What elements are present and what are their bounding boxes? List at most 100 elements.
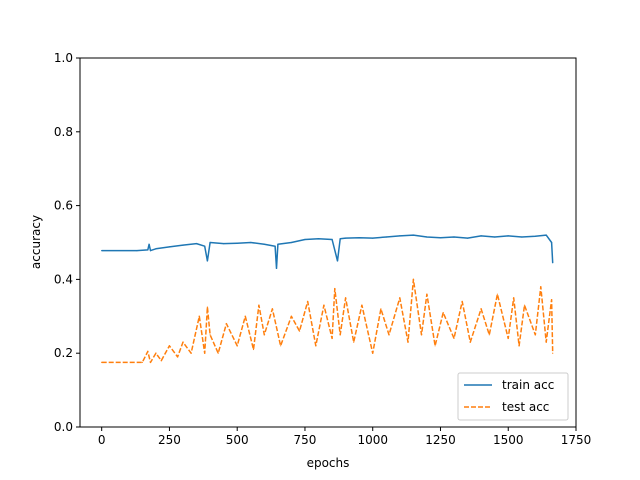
data-point-test-acc [149,361,152,363]
data-point-test-acc [496,293,498,295]
data-point-train-acc [223,243,225,245]
data-point-train-acc [136,250,138,252]
data-point-test-acc [507,337,509,339]
data-point-train-acc [331,238,333,241]
data-point-test-acc [271,308,273,310]
data-point-test-acc [155,352,157,354]
y-tick-label: 0.4 [54,272,73,286]
data-point-test-acc [263,334,265,336]
data-point-train-acc [345,237,347,239]
x-tick-label: 1250 [425,433,456,447]
data-point-test-acc [488,334,490,336]
data-point-test-acc [147,350,149,352]
data-point-train-acc [304,238,306,241]
data-point-test-acc [252,348,255,351]
data-point-test-acc [290,315,292,317]
data-point-train-acc [534,235,536,237]
data-point-train-acc [317,238,320,240]
data-point-test-acc [469,341,471,343]
data-point-train-acc [453,236,455,238]
data-point-test-acc [315,345,317,347]
x-tick-label: 1500 [493,433,524,447]
data-point-test-acc [442,312,444,314]
data-point-train-acc [263,243,265,245]
y-tick-label: 1.0 [54,51,73,65]
data-point-test-acc [480,308,482,310]
data-point-train-acc [372,237,374,239]
data-point-train-acc [552,262,554,264]
y-tick-label: 0.2 [54,346,73,360]
data-point-train-acc [507,235,509,237]
data-point-test-acc [407,341,409,343]
data-point-test-acc [206,306,208,308]
data-point-test-acc [551,299,553,301]
y-tick-label: 0.6 [54,199,73,213]
data-point-test-acc [523,304,526,306]
data-point-test-acc [182,341,184,343]
data-point-train-acc [149,250,152,252]
data-point-test-acc [244,315,246,317]
data-point-test-acc [534,334,536,336]
data-point-train-acc [195,243,198,245]
data-point-test-acc [177,356,179,358]
data-point-test-acc [388,334,390,336]
data-point-test-acc [258,304,260,306]
data-point-train-acc [494,236,496,238]
data-point-test-acc [412,278,414,280]
data-point-test-acc [345,297,347,299]
data-point-test-acc [307,300,309,303]
x-axis-ticks: 0 250 500 750 1000 1250 1500 1750 [98,427,591,447]
data-point-train-acc [339,238,341,240]
data-point-train-acc [412,234,414,236]
data-point-train-acc [439,237,442,239]
data-point-train-acc [148,243,150,245]
data-point-train-acc [399,235,401,237]
data-point-train-acc [467,237,469,239]
data-point-train-acc [275,267,278,269]
x-tick-label: 500 [226,433,249,447]
data-point-test-acc [204,352,206,354]
data-point-test-acc [236,345,238,347]
data-point-test-acc [372,352,374,354]
data-point-test-acc [518,345,520,347]
data-point-test-acc [513,297,515,299]
axes-frame [79,57,577,428]
data-point-test-acc [280,345,282,347]
data-point-train-acc [358,237,360,239]
series-layer [101,234,554,364]
y-tick-label: 0.8 [54,125,73,139]
data-point-train-acc [480,235,482,237]
data-point-train-acc [250,241,252,244]
data-point-train-acc [551,241,553,244]
data-point-train-acc [204,245,206,247]
y-axis-ticks: 0.0 0.2 0.4 0.6 0.8 1.0 [54,51,80,434]
data-point-train-acc [182,244,184,246]
y-tick-label: 0.0 [54,420,73,434]
y-axis-label: accuracy [29,215,43,269]
data-point-test-acc [160,360,162,362]
data-point-train-acc [290,241,292,244]
data-point-test-acc [225,323,227,325]
x-tick-label: 250 [158,433,181,447]
data-point-test-acc [361,304,363,306]
data-point-test-acc [540,286,542,288]
data-point-train-acc [236,242,238,244]
data-point-test-acc [101,361,103,363]
data-point-test-acc [399,297,401,299]
data-point-test-acc [331,337,333,339]
data-point-train-acc [521,236,523,238]
x-tick-label: 750 [294,433,317,447]
data-point-train-acc [168,246,170,248]
legend-label-train-acc: train acc [502,378,554,392]
data-point-test-acc [217,352,219,354]
data-point-test-acc [198,315,200,317]
data-point-test-acc [209,334,211,336]
data-point-train-acc [426,236,428,238]
data-point-test-acc [298,330,301,332]
legend: train acc test acc [457,372,569,421]
data-point-test-acc [545,341,547,343]
data-point-train-acc [385,236,387,238]
data-point-test-acc [434,345,436,347]
data-point-test-acc [426,293,428,295]
